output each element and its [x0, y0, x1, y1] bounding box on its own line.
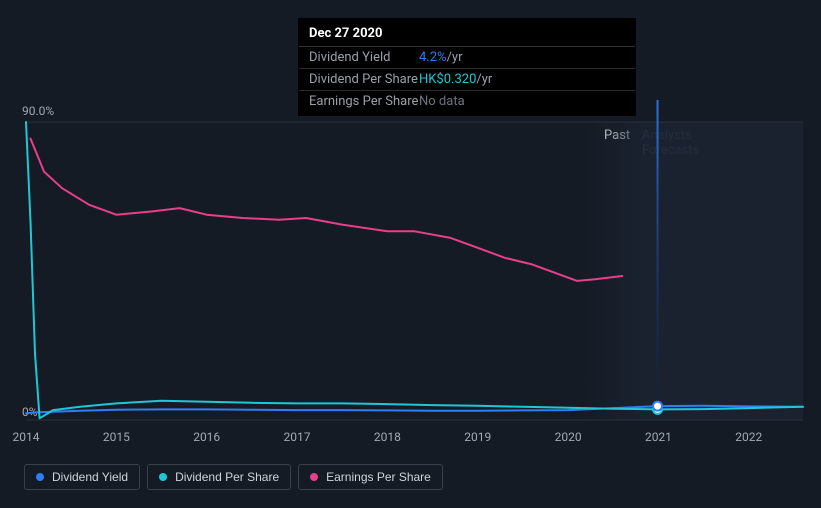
- legend-item[interactable]: Dividend Per Share: [147, 464, 291, 490]
- hover-tooltip: Dec 27 2020 Dividend Yield4.2% /yrDivide…: [298, 18, 636, 116]
- legend-dot-icon: [159, 473, 167, 481]
- x-axis-tick: 2021: [645, 430, 672, 444]
- x-axis-tick: 2022: [735, 430, 762, 444]
- tooltip-row-label: Dividend Yield: [309, 50, 419, 65]
- x-axis-tick: 2018: [374, 430, 401, 444]
- legend-item[interactable]: Dividend Yield: [24, 464, 140, 490]
- tooltip-row: Dividend Yield4.2% /yr: [299, 47, 635, 69]
- tooltip-date: Dec 27 2020: [299, 19, 635, 47]
- tooltip-row-label: Dividend Per Share: [309, 72, 419, 87]
- tooltip-row-value: HK$0.320: [419, 72, 476, 87]
- x-axis-tick: 2015: [103, 430, 130, 444]
- tooltip-row-unit: /yr: [447, 50, 463, 65]
- tooltip-row-value: No data: [419, 94, 465, 109]
- tooltip-row-value: 4.2%: [419, 50, 447, 65]
- line-chart[interactable]: [16, 100, 805, 450]
- legend-dot-icon: [36, 473, 44, 481]
- x-axis-tick: 2019: [464, 430, 491, 444]
- x-axis-tick: 2014: [13, 430, 40, 444]
- legend-label: Earnings Per Share: [326, 470, 431, 484]
- legend-label: Dividend Per Share: [175, 470, 279, 484]
- legend: Dividend Yield Dividend Per Share Earnings…: [24, 464, 443, 490]
- legend-label: Dividend Yield: [52, 470, 128, 484]
- tooltip-row-unit: /yr: [476, 72, 492, 87]
- legend-item[interactable]: Earnings Per Share: [298, 464, 443, 490]
- tooltip-row: Earnings Per ShareNo data: [299, 91, 635, 115]
- x-axis-tick: 2016: [193, 430, 220, 444]
- x-axis-tick: 2020: [555, 430, 582, 444]
- tooltip-row: Dividend Per ShareHK$0.320 /yr: [299, 69, 635, 91]
- chart-svg: [16, 100, 805, 422]
- legend-dot-icon: [310, 473, 318, 481]
- tooltip-row-label: Earnings Per Share: [309, 94, 419, 109]
- x-axis-tick: 2017: [284, 430, 311, 444]
